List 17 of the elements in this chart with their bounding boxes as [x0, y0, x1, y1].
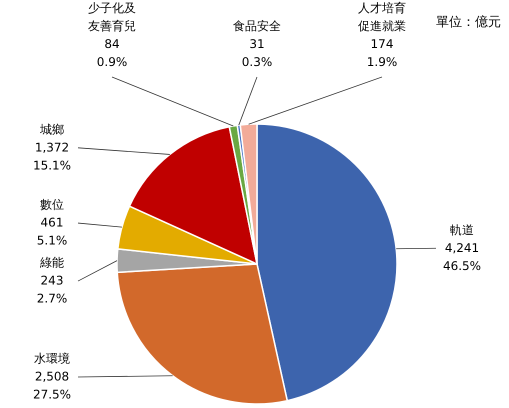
data-label: 84 0.9%	[96, 37, 128, 69]
slice-label: 水環境	[34, 352, 70, 366]
slice-label: 軌道	[450, 222, 474, 237]
slice-label: 綠能	[39, 256, 64, 270]
data-label: 243 2.7%	[36, 274, 68, 306]
data-label: 31 0.3%	[242, 37, 272, 69]
data-label: 2,508 27.5%	[32, 370, 72, 402]
data-label: 4,241 46.5%	[442, 240, 482, 273]
slice-label: 城鄉	[39, 122, 64, 136]
slice-label: 食品安全	[233, 19, 281, 33]
text: 單位：億元	[436, 15, 501, 30]
slice-label: 數位	[40, 198, 64, 212]
data-label: 1,372 15.1%	[32, 140, 72, 172]
data-label: 461 5.1%	[36, 216, 68, 248]
data-label: 174 1.9%	[366, 37, 398, 69]
slice-label: 人才培育促進就業	[358, 1, 406, 33]
slice-label: 少子化及友善育兒	[88, 1, 136, 33]
